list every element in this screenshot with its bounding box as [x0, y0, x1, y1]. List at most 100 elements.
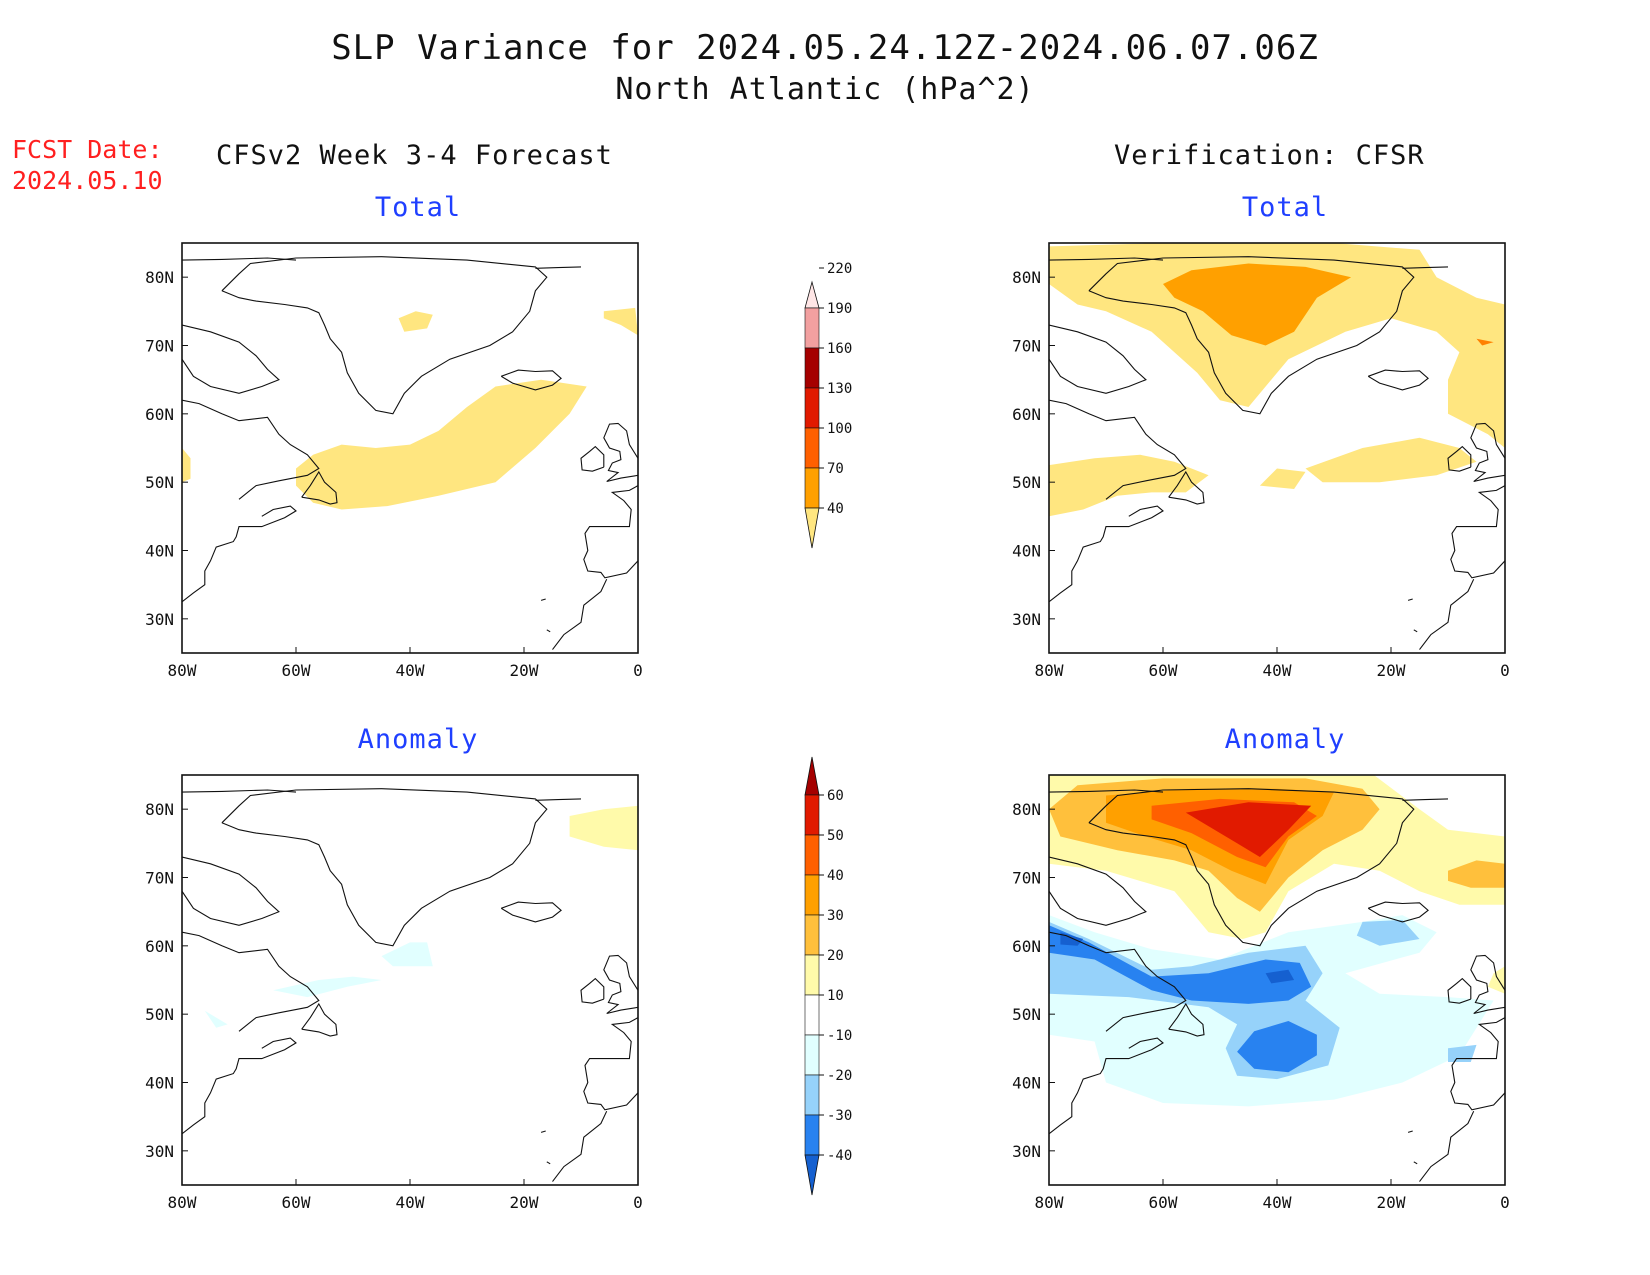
- lon-tick-label: 0: [1500, 1193, 1510, 1212]
- coastline: [1049, 257, 1164, 261]
- coastline: [1367, 901, 1429, 923]
- colorbar-segment: [804, 307, 820, 349]
- coastline: [1168, 1002, 1205, 1037]
- coastline: [1049, 324, 1147, 394]
- lat-tick-label: 50N: [145, 1005, 174, 1024]
- colorbar-label: 40: [827, 868, 844, 884]
- lat-tick-label: 40N: [1012, 542, 1041, 561]
- forecast-column-title: CFSv2 Week 3-4 Forecast: [216, 140, 613, 171]
- colorbar-label: -40: [827, 1148, 852, 1164]
- coastline: [580, 445, 605, 472]
- colorbar-segment: [804, 994, 820, 1036]
- coastline: [546, 629, 551, 633]
- colorbar-label: -30: [827, 1108, 852, 1124]
- colorbar-label: 100: [827, 421, 852, 437]
- coastline: [535, 266, 582, 269]
- colorbar-segment: [804, 914, 820, 956]
- lat-tick-label: 80N: [145, 268, 174, 287]
- contour-region: [204, 1010, 228, 1028]
- contour-region: [569, 805, 638, 851]
- colorbar-label: 60: [827, 788, 844, 804]
- colorbar-min-arrow: [804, 1154, 820, 1196]
- coastline: [603, 954, 638, 1015]
- contour-region: [603, 307, 638, 336]
- lat-tick-label: 40N: [1012, 1074, 1041, 1093]
- lat-tick-label: 70N: [1012, 337, 1041, 356]
- lat-tick-label: 30N: [145, 1142, 174, 1161]
- colorbar-label: 10: [827, 988, 844, 1004]
- contour-region: [1259, 468, 1306, 489]
- colorbar-label: 50: [827, 828, 844, 844]
- coastline: [535, 798, 582, 801]
- forecast-total-map: 80W 60W 40W 20W 0 30N 40N 50N 60N 70N 80N: [145, 242, 643, 680]
- colorbar-segment: [804, 467, 820, 509]
- coastline: [583, 485, 638, 579]
- lat-tick-label: 60N: [145, 405, 174, 424]
- lon-tick-label: 80W: [1035, 661, 1064, 680]
- colorbar-label: 160: [827, 341, 852, 357]
- colorbar-segment: [804, 1074, 820, 1116]
- coastline: [1413, 1161, 1418, 1165]
- coastline: [540, 598, 546, 601]
- colorbar-label: 130: [827, 381, 852, 397]
- coastline: [221, 788, 548, 947]
- colorbar-max-arrow: [804, 756, 820, 796]
- coastline: [1402, 798, 1449, 801]
- coastline: [1049, 505, 1164, 603]
- lon-tick-label: 20W: [1377, 661, 1406, 680]
- coastline: [1450, 485, 1505, 579]
- colorbar-segment: [804, 954, 820, 996]
- lon-tick-label: 80W: [1035, 1193, 1064, 1212]
- coastline: [580, 977, 605, 1004]
- lon-tick-label: 60W: [1149, 1193, 1178, 1212]
- lat-tick-label: 80N: [1012, 268, 1041, 287]
- coastline: [1413, 629, 1418, 633]
- lon-tick-label: 20W: [510, 1193, 539, 1212]
- lat-tick-label: 40N: [145, 1074, 174, 1093]
- colorbar-segment: [804, 794, 820, 836]
- verification-total-title: Total: [1241, 192, 1329, 223]
- lon-tick-label: 80W: [168, 1193, 197, 1212]
- colorbar-label: 190: [827, 301, 852, 317]
- coastline: [182, 257, 297, 261]
- lon-tick-label: 0: [633, 1193, 643, 1212]
- lon-tick-label: 40W: [396, 1193, 425, 1212]
- colorbar-segment: [804, 834, 820, 876]
- coastline: [1049, 1037, 1164, 1135]
- contour-region: [1476, 338, 1494, 346]
- colorbar-label: 30: [827, 908, 844, 924]
- coastline: [1049, 856, 1147, 926]
- lon-tick-label: 0: [1500, 661, 1510, 680]
- lat-tick-label: 30N: [145, 610, 174, 629]
- contour-region: [398, 311, 433, 332]
- lat-tick-label: 40N: [145, 542, 174, 561]
- lon-tick-label: 40W: [396, 661, 425, 680]
- contour-region: [273, 976, 382, 998]
- coastline: [603, 422, 638, 483]
- coastline: [301, 1002, 338, 1037]
- forecast-date-heading: FCST Date:: [12, 135, 163, 164]
- colorbar-segment: [804, 874, 820, 916]
- coastline: [552, 578, 608, 650]
- colorbar-label: 70: [827, 461, 844, 477]
- lat-tick-label: 70N: [145, 869, 174, 888]
- total-colorbar: 40 70 100 130 160 190 220: [804, 261, 852, 549]
- contour-region: [1305, 437, 1477, 483]
- lon-tick-label: 0: [633, 661, 643, 680]
- coastline: [1088, 788, 1415, 947]
- lat-tick-label: 60N: [1012, 937, 1041, 956]
- lat-tick-label: 70N: [1012, 869, 1041, 888]
- colorbar-segment: [804, 427, 820, 469]
- colorbar-segment: [804, 1034, 820, 1076]
- coastline: [1450, 1017, 1505, 1111]
- lat-tick-label: 50N: [1012, 473, 1041, 492]
- contour-region: [1049, 454, 1209, 517]
- contour-region: [1356, 919, 1420, 946]
- coastline: [1470, 954, 1505, 1015]
- anomaly-colorbar: -40 -30 -20 -10 10 20 30 40 50 60: [804, 756, 852, 1196]
- contour-region: [381, 942, 433, 967]
- lat-tick-label: 80N: [145, 800, 174, 819]
- contour-region: [1265, 969, 1295, 984]
- coastline: [1168, 470, 1205, 505]
- coastline: [1447, 445, 1472, 472]
